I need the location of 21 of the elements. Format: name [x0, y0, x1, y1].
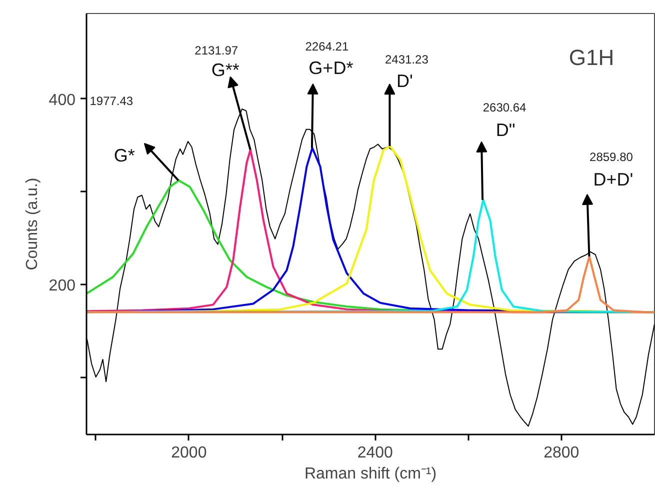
annotation: D": [496, 120, 516, 140]
annotation: G**: [211, 60, 240, 80]
x-axis-title: Raman shift (cm⁻¹): [304, 466, 437, 482]
annotation: D': [396, 71, 413, 92]
x-tick-label: 2800: [544, 444, 580, 462]
x-tick-label: 2000: [171, 444, 207, 462]
x-tick-label: 2400: [357, 444, 394, 462]
annotation: G*: [114, 145, 135, 166]
annotation: 2264.21: [305, 39, 349, 54]
annotation: 2859.80: [590, 150, 634, 164]
y-tick-label: 200: [48, 277, 76, 294]
annotation: 2131.97: [194, 43, 238, 58]
annotation: 2431.23: [385, 52, 429, 67]
text: G1H: [568, 45, 614, 70]
annotation: D+D': [593, 169, 634, 190]
annotation: 1977.43: [90, 94, 134, 108]
annotation: 2630.64: [482, 100, 527, 114]
annotation: G+D*: [308, 58, 354, 78]
y-axis-title: Counts (a.u.): [24, 178, 41, 270]
line-series: [86, 255, 654, 314]
y-tick-label: 400: [48, 92, 76, 109]
